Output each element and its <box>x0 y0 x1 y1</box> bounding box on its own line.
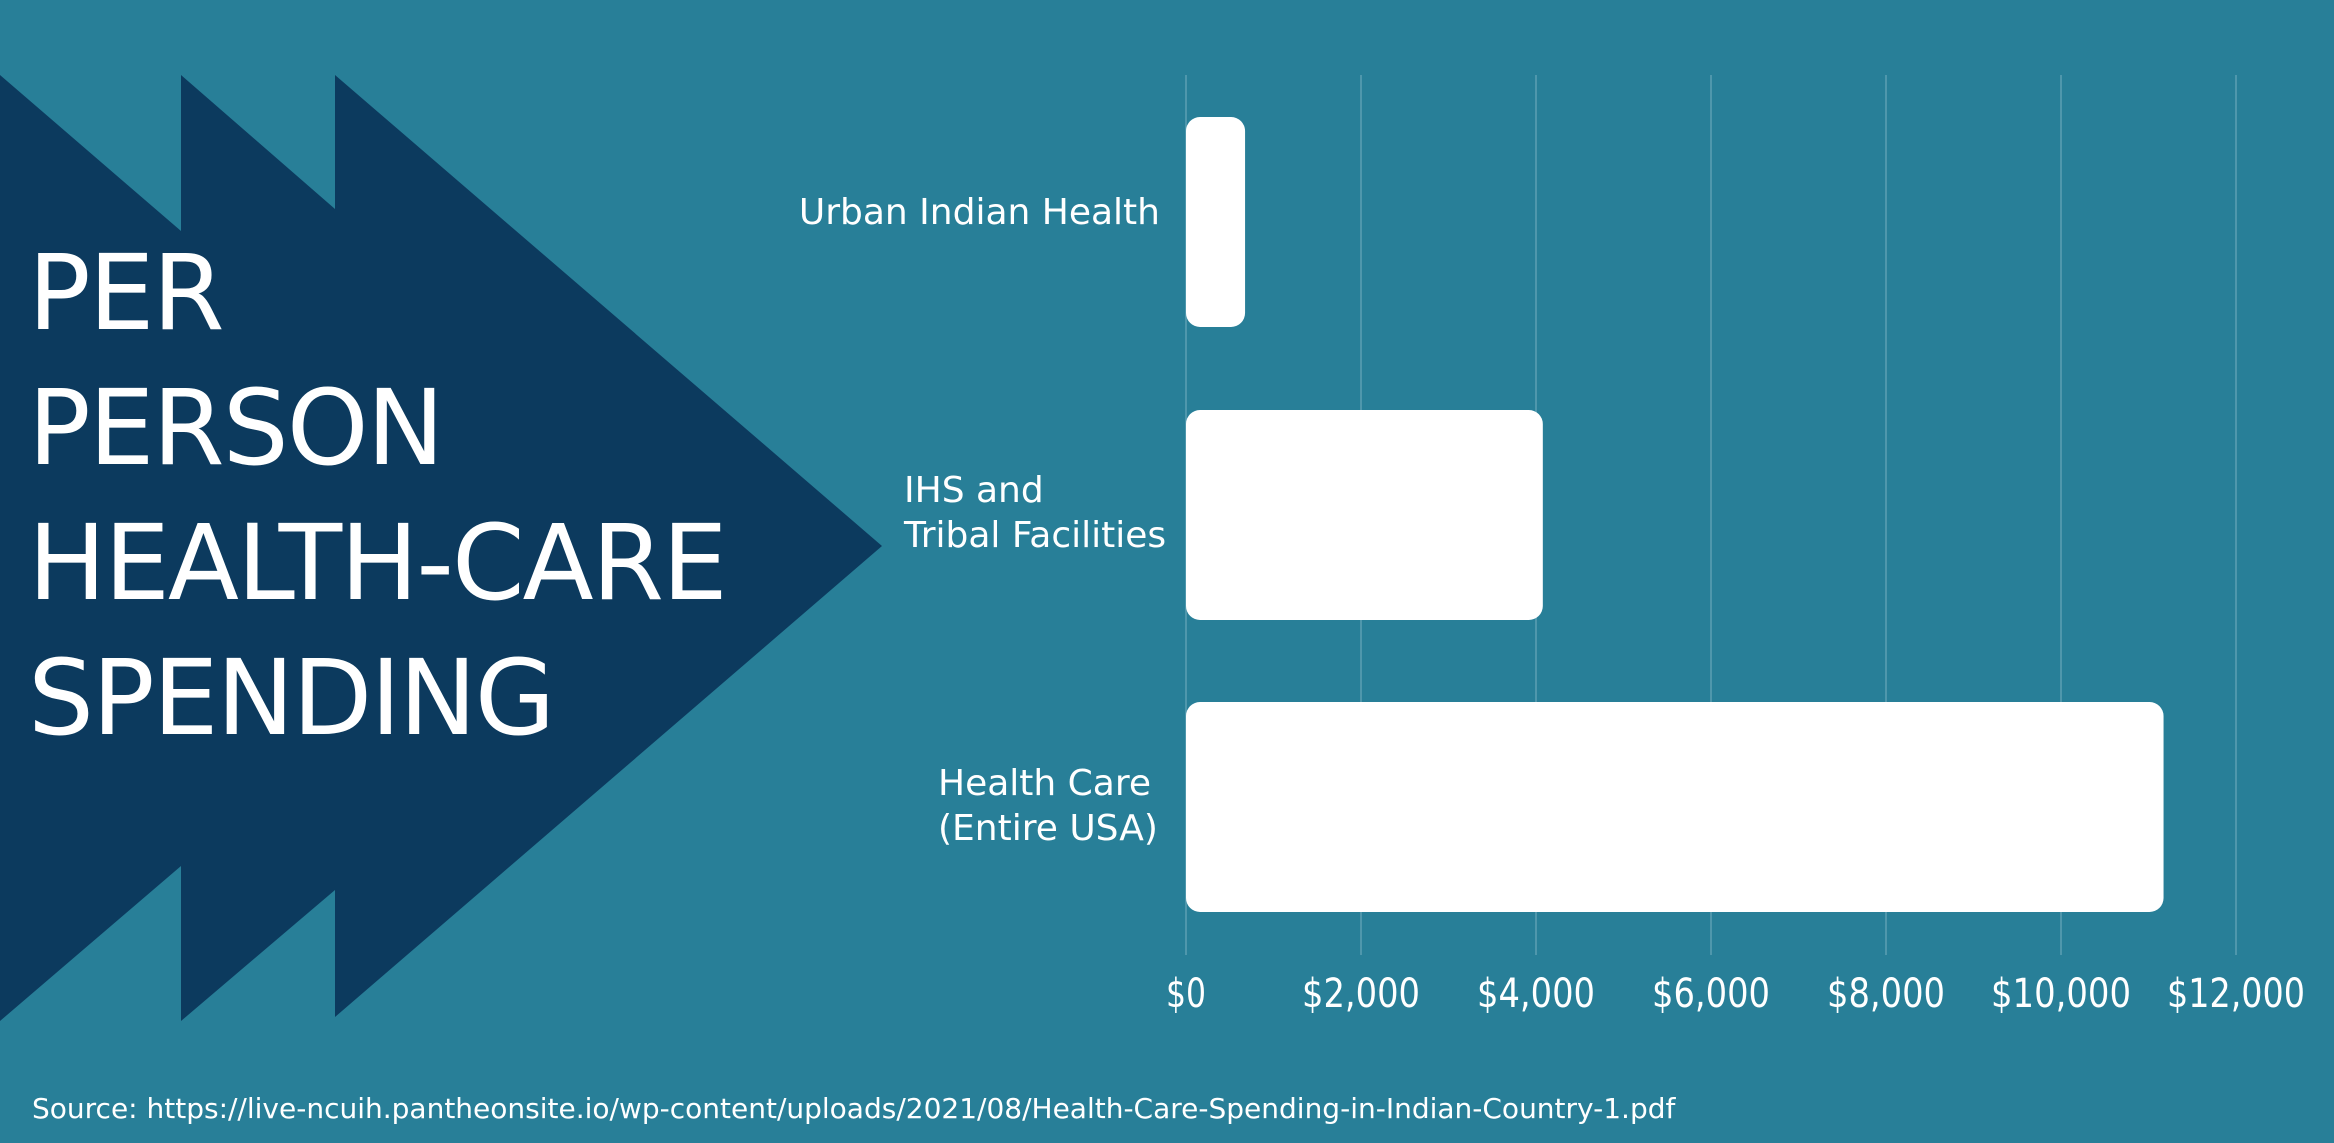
category-label-line: Urban Indian Health <box>798 191 1160 233</box>
title-line-1: PER <box>28 232 225 354</box>
category-label-line: Health Care <box>938 763 1152 804</box>
category-label-line: (Entire USA) <box>938 808 1158 849</box>
x-tick-label: $12,000 <box>2167 971 2305 1017</box>
category-label: IHS and Tribal Facilities <box>904 468 1166 558</box>
category-label: Urban Indian Health <box>799 190 1160 235</box>
title-line-4: SPENDING <box>28 637 555 759</box>
category-label-line: IHS and <box>904 470 1044 511</box>
x-tick-label: $4,000 <box>1477 971 1595 1017</box>
x-tick-label: $8,000 <box>1827 971 1945 1017</box>
title-line-2: PERSON <box>28 367 444 489</box>
title-line-3: HEALTH-CARE <box>28 502 728 624</box>
dark-arrow-shape <box>0 75 882 1021</box>
x-tick-label: $2,000 <box>1302 971 1420 1017</box>
x-axis-ticks: $0 $2,000 $4,000 $6,000 $8,000 $10,000 $12,000 <box>1166 971 2305 1017</box>
bar <box>1186 117 1246 327</box>
bar <box>1186 702 2164 912</box>
x-tick-label: $6,000 <box>1652 971 1770 1017</box>
category-label-line: Tribal Facilities <box>904 515 1167 556</box>
source-note: Source: https://live-ncuih.pantheonsite.… <box>32 1092 1676 1125</box>
x-tick-label: $0 <box>1166 971 1206 1017</box>
bar <box>1186 410 1543 620</box>
x-tick-label: $10,000 <box>1991 971 2131 1017</box>
category-label: Health Care (Entire USA) <box>938 761 1158 851</box>
bars <box>1186 117 2164 912</box>
